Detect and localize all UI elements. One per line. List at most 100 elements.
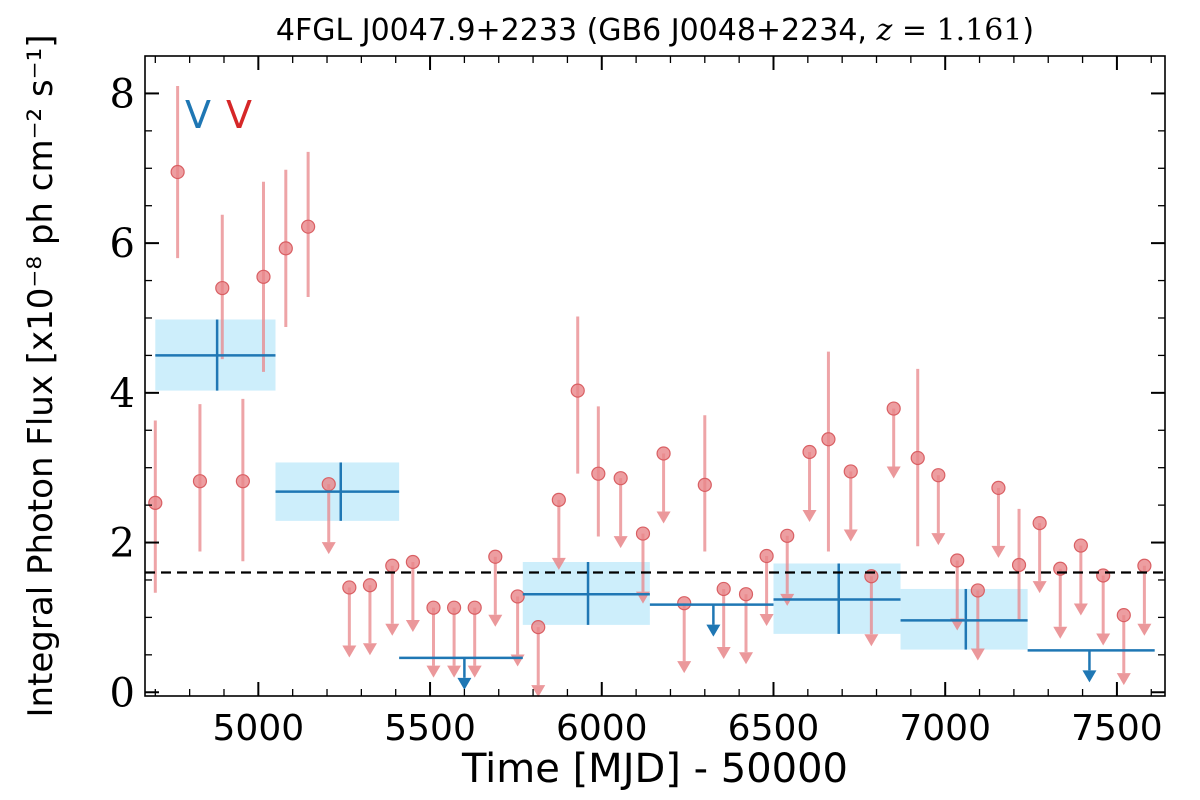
axis-ticks: 5000 5500 6000 6500 7000 7500 0 2 4 6 8 — [110, 56, 1165, 749]
short-bin-point — [1011, 557, 1027, 573]
short-bin-limit-arrow — [716, 646, 731, 659]
short-bin-limit-point — [1073, 538, 1088, 553]
chart-title-z-value: = 1.161 — [892, 13, 1022, 48]
short-bin-limit-point — [656, 446, 671, 461]
short-bin-limit-point — [931, 468, 946, 483]
short-bin-limit-point — [385, 558, 400, 573]
short-bin-limit-arrow — [970, 648, 985, 661]
short-bin-point — [301, 219, 316, 234]
y-tick-label: 6 — [110, 221, 135, 267]
short-bin-limit-point — [405, 554, 420, 570]
short-bin-limit-arrow — [843, 529, 858, 542]
short-bin-limit-point — [802, 444, 817, 460]
x-tick-label: 6000 — [556, 708, 648, 749]
short-bin-limit-arrow — [613, 536, 628, 549]
short-bin-limit-point — [531, 620, 546, 635]
short-bin-limit-arrow — [1096, 633, 1111, 646]
short-bin-point — [192, 474, 208, 489]
y-tick-label: 8 — [110, 71, 135, 117]
short-bin-limit-arrow — [467, 665, 482, 678]
short-bin-limit-arrow — [488, 614, 503, 627]
chart-title-main: 4FGL J0047.9+2233 (GB6 J0048+2234, — [276, 13, 877, 48]
short-bin-point — [215, 280, 230, 296]
long-bin-series — [155, 319, 1155, 690]
short-bin-limit-arrow — [1053, 626, 1068, 639]
x-tick-label: 5000 — [213, 708, 305, 749]
long-bin-limit-arrow — [1082, 670, 1097, 683]
short-bin-point — [235, 474, 250, 489]
short-bin-limit-point — [1116, 608, 1131, 623]
short-bin-limit-arrow — [447, 665, 462, 678]
y-tick-label: 2 — [110, 521, 135, 567]
x-tick-label: 7500 — [1071, 708, 1163, 749]
short-bin-point — [591, 466, 606, 481]
short-bin-limit-point — [843, 464, 858, 479]
long-bin-limit-arrow — [706, 624, 721, 637]
short-bin-point — [697, 477, 712, 493]
marker-label-red: V — [226, 93, 252, 137]
short-bin-point — [821, 432, 836, 447]
short-bin-limit-arrow — [385, 623, 400, 636]
short-bin-limit-point — [321, 477, 336, 492]
chart-title-z: z — [875, 13, 892, 48]
short-bin-limit-point — [780, 528, 795, 543]
short-bin-point — [910, 450, 925, 466]
short-bin-series — [148, 85, 1152, 698]
short-bin-limit-arrow — [531, 685, 546, 698]
y-tick-label: 4 — [110, 371, 135, 417]
plot-frame — [144, 55, 1166, 697]
short-bin-limit-arrow — [342, 645, 357, 658]
short-bin-limit-arrow — [931, 533, 946, 546]
short-bin-point — [570, 383, 585, 398]
short-bin-limit-point — [886, 401, 901, 416]
x-tick-label: 7000 — [899, 708, 991, 749]
x-tick-label: 5500 — [384, 708, 476, 749]
short-bin-limit-arrow — [1032, 581, 1047, 594]
short-bin-limit-point — [467, 600, 482, 615]
short-bin-limit-arrow — [321, 542, 336, 555]
short-bin-limit-arrow — [1073, 603, 1088, 616]
short-bin-limit-point — [677, 596, 692, 611]
short-bin-limit-point — [950, 553, 965, 568]
short-bin-limit-point — [1096, 568, 1111, 583]
short-bin-point — [256, 269, 271, 284]
short-bin-limit-point — [551, 492, 566, 507]
short-bin-limit-arrow — [886, 466, 901, 479]
short-bin-point — [278, 241, 293, 256]
short-bin-point — [170, 164, 185, 180]
short-bin-limit-point — [738, 587, 754, 602]
short-bin-limit-point — [488, 549, 503, 564]
short-bin-limit-arrow — [864, 634, 879, 647]
short-bin-point — [148, 495, 163, 510]
short-bin-limit-point — [1032, 515, 1047, 531]
short-bin-limit-point — [510, 589, 525, 604]
short-bin-limit-point — [446, 600, 462, 615]
x-axis-label: Time [MJD] - 50000 — [461, 746, 848, 792]
short-bin-limit-arrow — [405, 620, 420, 633]
short-bin-limit-point — [970, 583, 985, 598]
short-bin-limit-point — [991, 480, 1006, 496]
short-bin-limit-point — [1137, 558, 1152, 573]
chart-title: 4FGL J0047.9+2233 (GB6 J0048+2234, z = 1… — [276, 13, 1034, 48]
short-bin-limit-arrow — [426, 665, 441, 678]
short-bin-limit-arrow — [1116, 673, 1131, 686]
short-bin-limit-arrow — [362, 643, 377, 656]
marker-label-blue: V — [185, 93, 211, 137]
y-tick-label: 0 — [110, 670, 135, 716]
short-bin-limit-point — [635, 526, 651, 541]
short-bin-limit-point — [342, 580, 357, 595]
y-axis-label: Integral Photon Flux [x10⁻⁸ ph cm⁻² s⁻¹] — [21, 34, 61, 717]
short-bin-limit-arrow — [656, 511, 671, 524]
short-bin-limit-point — [759, 548, 774, 564]
short-bin-limit-arrow — [677, 661, 692, 674]
short-bin-limit-point — [613, 471, 628, 486]
long-bin-limit-arrow — [457, 677, 472, 690]
short-bin-limit-point — [362, 578, 378, 593]
short-bin-limit-point — [716, 581, 731, 597]
short-bin-limit-arrow — [802, 509, 817, 522]
chart-title-close: ) — [1022, 13, 1034, 48]
short-bin-limit-arrow — [759, 614, 774, 627]
short-bin-limit-point — [426, 600, 441, 615]
short-bin-limit-arrow — [991, 545, 1006, 558]
short-bin-limit-arrow — [739, 652, 754, 665]
